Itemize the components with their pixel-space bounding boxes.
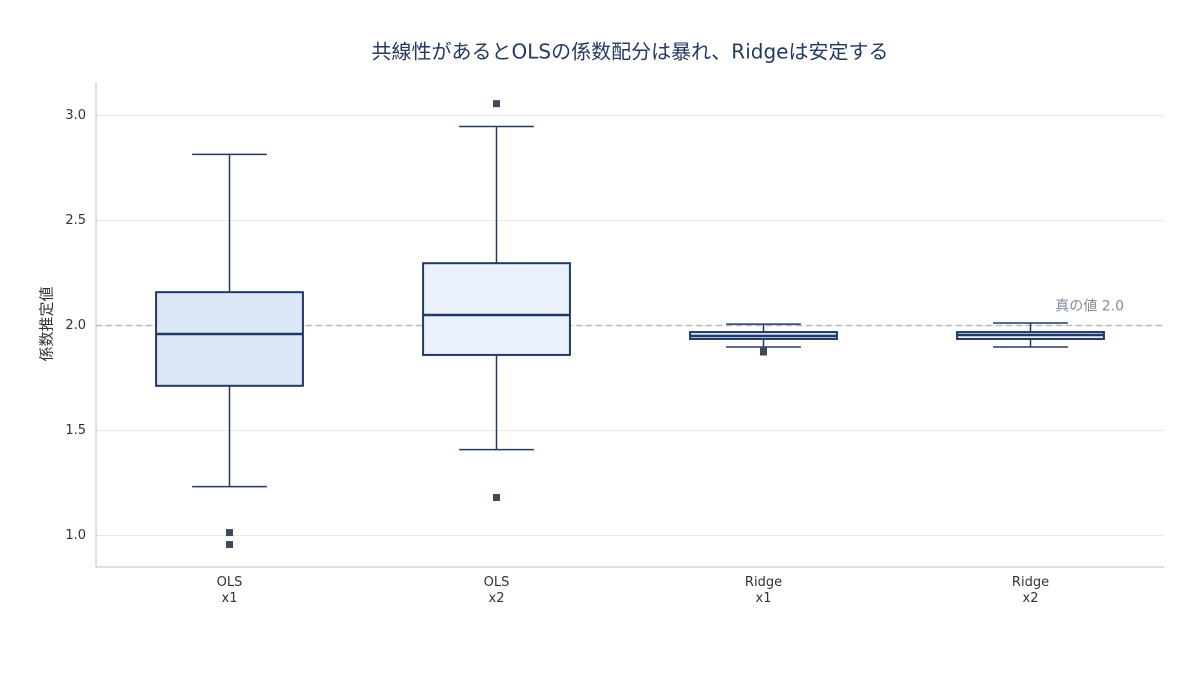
outlier: [493, 494, 500, 502]
y-axis-label: 係数推定値: [38, 286, 56, 361]
y-tick-label: 1.5: [65, 423, 86, 438]
x-tick-label: Ridge x1: [744, 575, 783, 606]
outlier: [760, 348, 767, 356]
y-tick-label: 2.5: [65, 213, 86, 228]
x-tick-label: Ridge x2: [1011, 575, 1050, 606]
box: [155, 291, 304, 387]
x-tick-label: OLS x2: [483, 575, 510, 606]
outlier: [226, 541, 233, 549]
reference-label: 真の値 2.0: [1055, 299, 1124, 315]
outlier: [493, 100, 500, 108]
box: [422, 262, 571, 356]
chart-title: 共線性があるとOLSの係数配分は暴れ、Ridgeは安定する: [372, 40, 889, 64]
y-tick-label: 1.0: [65, 528, 86, 543]
outlier: [226, 529, 233, 537]
x-tick-label: OLS x1: [216, 575, 243, 606]
y-tick-label: 3.0: [65, 108, 86, 123]
y-tick-label: 2.0: [65, 318, 86, 333]
